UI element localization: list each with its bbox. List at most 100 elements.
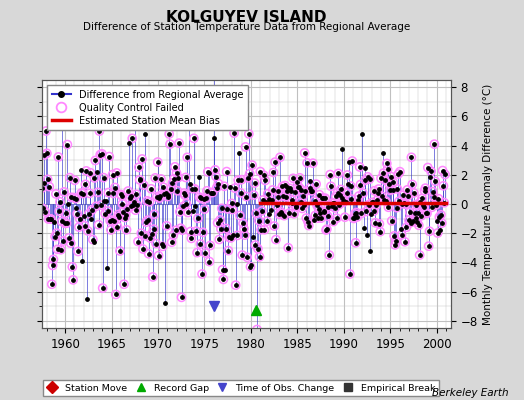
Point [213, 184, 221, 191]
Point [113, 223, 122, 230]
Point [249, 234, 257, 240]
Point [289, 175, 297, 182]
Point [260, 226, 269, 233]
Point [312, 181, 320, 187]
Point [40, 152, 49, 158]
Point [64, 201, 72, 208]
Point [174, 174, 182, 181]
Point [356, 181, 365, 188]
Point [315, 192, 324, 198]
Point [194, 173, 203, 180]
Point [408, 181, 417, 188]
Point [430, 141, 439, 147]
Point [209, 189, 217, 196]
Point [95, 128, 104, 134]
Point [384, 204, 392, 210]
Point [339, 199, 347, 206]
Point [171, 227, 180, 234]
Point [223, 168, 231, 175]
Point [255, 254, 264, 260]
Point [118, 201, 127, 207]
Point [152, 240, 160, 247]
Point [305, 177, 314, 184]
Point [169, 232, 178, 238]
Point [93, 168, 101, 175]
Point [414, 210, 422, 216]
Point [380, 197, 388, 204]
Point [80, 222, 89, 229]
Point [252, 210, 260, 217]
Point [121, 214, 129, 221]
Point [410, 209, 419, 216]
Point [325, 252, 333, 258]
Point [374, 186, 383, 192]
Point [106, 218, 114, 224]
Point [119, 208, 127, 215]
Point [48, 281, 56, 288]
Point [335, 202, 343, 208]
Point [374, 190, 382, 196]
Point [409, 218, 417, 224]
Point [165, 131, 173, 137]
Point [379, 170, 388, 176]
Point [385, 181, 394, 187]
Point [160, 191, 168, 198]
Point [149, 274, 157, 280]
Point [292, 204, 301, 210]
Point [420, 204, 428, 210]
Point [346, 271, 354, 277]
Point [58, 102, 67, 108]
Point [105, 153, 113, 160]
Point [319, 195, 327, 201]
Point [245, 170, 254, 177]
Point [355, 164, 364, 170]
Point [43, 176, 52, 182]
Point [259, 172, 268, 178]
Point [368, 198, 377, 205]
Point [99, 285, 107, 291]
Point [151, 175, 159, 181]
Point [90, 239, 98, 246]
Point [157, 176, 165, 182]
Point [47, 216, 55, 222]
Point [325, 252, 333, 258]
Point [162, 190, 170, 196]
Point [336, 186, 345, 193]
Point [351, 211, 359, 217]
Point [438, 220, 446, 226]
Point [226, 235, 235, 241]
Point [52, 230, 61, 236]
Point [180, 190, 188, 196]
Point [342, 190, 351, 196]
Point [243, 254, 252, 260]
Point [394, 171, 402, 177]
Point [190, 186, 199, 192]
Point [342, 190, 351, 196]
Point [114, 211, 123, 218]
Point [181, 192, 189, 198]
Point [43, 176, 52, 182]
Point [427, 168, 435, 174]
Point [420, 204, 428, 210]
Point [263, 218, 271, 224]
Point [226, 183, 234, 190]
Point [248, 162, 256, 168]
Point [205, 258, 214, 265]
Point [369, 208, 378, 214]
Point [406, 209, 414, 216]
Point [390, 233, 398, 239]
Point [241, 232, 249, 238]
Point [86, 170, 94, 176]
Point [103, 208, 112, 214]
Point [193, 250, 201, 256]
Point [134, 238, 142, 245]
Point [140, 130, 149, 137]
Point [316, 210, 324, 216]
Point [359, 190, 367, 196]
Point [66, 174, 74, 181]
Point [228, 206, 237, 213]
Point [333, 215, 341, 222]
Point [210, 135, 219, 142]
Point [175, 140, 183, 146]
Point [268, 197, 276, 204]
